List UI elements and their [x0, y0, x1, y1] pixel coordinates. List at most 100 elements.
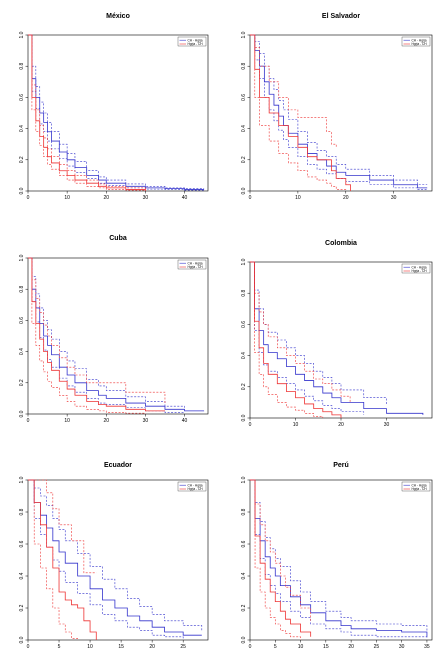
x-tick-label: 20	[103, 195, 109, 201]
y-tick-label: 0.4	[19, 348, 25, 355]
x-tick-label: 30	[143, 195, 149, 201]
confidence-band-line	[28, 34, 205, 191]
y-tick-label: 0.8	[241, 508, 247, 515]
y-tick-label: 1.0	[241, 258, 247, 265]
x-tick-label: 35	[424, 644, 430, 650]
x-tick-label: 0	[249, 195, 252, 201]
legend-box	[177, 259, 207, 270]
y-tick-label: 0.4	[19, 125, 25, 132]
confidence-band-line	[250, 34, 347, 191]
confidence-band-line	[28, 479, 97, 574]
chart-panel: El Salvador 0 10 20 30 0.0 0.2 0.4 0.6 0.8 1.0 CH -…	[241, 13, 433, 201]
plot-frame	[27, 479, 209, 641]
confidence-band-line	[250, 261, 387, 404]
chart-panel: Ecuador 0 5 10 15 20 25 0.0 0.2 0.4 0.6 0.8 1.0 CH - …	[19, 462, 209, 650]
y-tick-label: 0.8	[19, 286, 25, 293]
y-tick-label: 0.6	[241, 540, 247, 547]
y-tick-label: 0.0	[241, 636, 247, 643]
y-tick-label: 0.2	[241, 604, 247, 611]
y-tick-label: 0.8	[19, 508, 25, 515]
legend-label: Hgrja - CH	[188, 42, 204, 46]
survival-curve	[28, 257, 205, 412]
x-tick-label: 10	[293, 422, 299, 428]
confidence-band-line	[250, 261, 324, 418]
y-tick-label: 0.0	[19, 636, 25, 643]
confidence-band-line	[28, 479, 203, 631]
legend-label: CH - Hgrja	[188, 38, 203, 42]
legend-label: CH - Hgrja	[412, 265, 427, 269]
x-tick-label: 10	[295, 195, 301, 201]
x-tick-label: 10	[87, 644, 93, 650]
x-tick-label: 0	[27, 644, 30, 650]
plot-frame	[249, 479, 433, 641]
confidence-band-line	[250, 479, 428, 632]
legend-label: Hgrja - CH	[188, 487, 204, 491]
confidence-band-line	[28, 479, 78, 640]
chart-panel: Cuba 0 10 20 30 40 0.0 0.2 0.4 0.6 0.8 1.0 CH - Hgrj…	[19, 235, 209, 424]
y-tick-label: 1.0	[19, 476, 25, 483]
x-tick-label: 20	[348, 644, 354, 650]
chart-panel: Perú 0 5 10 15 20 25 30 35 0.0 0.2 0.4 0.6 0.8 1.0 CH -…	[241, 462, 433, 650]
survival-curve	[28, 34, 146, 191]
x-tick-label: 20	[343, 195, 349, 201]
y-tick-label: 0.2	[19, 604, 25, 611]
y-tick-label: 0.8	[241, 63, 247, 70]
y-tick-label: 0.8	[241, 290, 247, 297]
survival-curve	[250, 261, 424, 415]
confidence-band-line	[250, 34, 428, 186]
x-tick-label: 0	[27, 418, 30, 424]
x-tick-label: 20	[338, 422, 344, 428]
legend-label: CH - Hgrja	[188, 483, 203, 487]
chart-title: El Salvador	[322, 13, 360, 20]
chart-title: México	[106, 13, 130, 20]
y-tick-label: 0.4	[241, 572, 247, 579]
x-tick-label: 20	[103, 418, 109, 424]
y-tick-label: 0.6	[19, 317, 25, 324]
survival-curve	[28, 479, 202, 636]
confidence-band-line	[28, 257, 166, 404]
y-tick-label: 0.6	[241, 94, 247, 101]
legend-box	[177, 36, 207, 47]
confidence-band-line	[28, 34, 146, 190]
x-tick-label: 40	[182, 195, 188, 201]
x-tick-label: 30	[391, 195, 397, 201]
legend-label: Hgrja - CH	[188, 265, 204, 269]
y-tick-label: 0.2	[241, 156, 247, 163]
x-tick-label: 10	[298, 644, 304, 650]
plot-frame	[27, 257, 209, 415]
x-tick-label: 0	[27, 195, 30, 201]
legend-box	[401, 36, 431, 47]
confidence-band-line	[28, 257, 146, 414]
x-tick-label: 15	[323, 644, 329, 650]
chart-panel: México 0 10 20 30 40 0.0 0.2 0.4 0.6 0.8 1.0 CH - Hg…	[19, 13, 209, 201]
plot-frame	[249, 34, 433, 192]
chart-title: Perú	[333, 462, 349, 469]
confidence-band-line	[250, 261, 365, 415]
y-tick-label: 0.0	[19, 187, 25, 194]
y-tick-label: 0.8	[19, 63, 25, 70]
confidence-band-line	[250, 479, 301, 640]
legend-label: CH - Hgrja	[188, 261, 203, 265]
confidence-band-line	[250, 479, 311, 621]
confidence-band-line	[28, 34, 146, 191]
survival-curve	[250, 34, 428, 189]
x-tick-label: 25	[374, 644, 380, 650]
x-tick-label: 10	[64, 195, 70, 201]
y-tick-label: 0.4	[241, 125, 247, 132]
legend-box	[177, 481, 207, 492]
survival-curve	[28, 479, 97, 640]
legend-label: Hgrja - CH	[412, 42, 428, 46]
survival-curve	[28, 257, 165, 412]
y-tick-label: 0.2	[19, 156, 25, 163]
survival-curve	[28, 34, 205, 190]
x-tick-label: 20	[149, 644, 155, 650]
survival-curve	[250, 34, 351, 191]
confidence-band-line	[28, 257, 185, 413]
x-tick-label: 0	[249, 644, 252, 650]
x-tick-label: 15	[118, 644, 124, 650]
y-tick-label: 1.0	[19, 254, 25, 261]
legend-label: CH - Hgrja	[412, 483, 427, 487]
chart-panel: Colombia 0 10 20 30 0.0 0.2 0.4 0.6 0.8 1.0 CH - Hg…	[241, 240, 433, 428]
x-tick-label: 40	[182, 418, 188, 424]
